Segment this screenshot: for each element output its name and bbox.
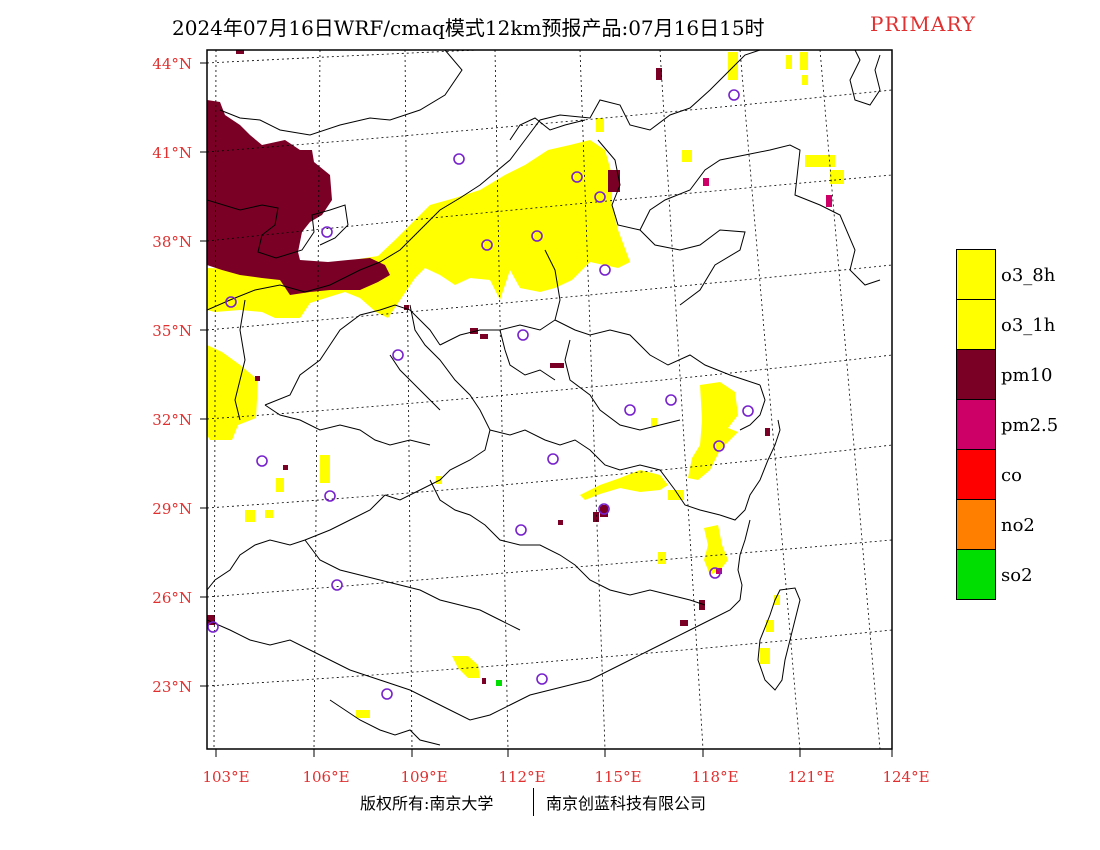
legend-item-co: co (956, 449, 1076, 500)
legend-swatch (956, 349, 996, 400)
legend-item-so2: so2 (956, 549, 1076, 600)
lat-label-41: 41°N (152, 144, 192, 162)
lon-label-109: 109°E (400, 768, 448, 786)
lon-label-124: 124°E (882, 768, 930, 786)
station-markers (207, 89, 754, 700)
map-title: 2024年07月16日WRF/cmaq模式12km预报产品:07月16日15时 (172, 16, 765, 40)
lon-label-112: 112°E (498, 768, 546, 786)
legend-item-pm10: pm10 (956, 349, 1076, 400)
legend-label: pm2.5 (1001, 415, 1059, 436)
lat-label-32: 32°N (152, 411, 192, 429)
so2-regions (496, 680, 502, 686)
pm25-regions (703, 178, 832, 574)
lon-ticks (215, 749, 893, 757)
legend-swatch (956, 449, 996, 500)
lat-label-29: 29°N (152, 500, 192, 518)
legend-swatch (956, 299, 996, 350)
footer: 版权所有:南京大学 南京创蓝科技有限公司 (0, 788, 1100, 818)
o3-regions (207, 52, 844, 718)
legend-item-pm25: pm2.5 (956, 399, 1076, 450)
lat-label-38: 38°N (152, 233, 192, 251)
legend-item-o3-1h: o3_1h (956, 299, 1076, 350)
legend-swatch (956, 399, 996, 450)
lat-ticks (200, 62, 207, 687)
lon-label-118: 118°E (691, 768, 739, 786)
legend-swatch (956, 249, 996, 300)
lon-label-106: 106°E (302, 768, 350, 786)
legend-item-no2: no2 (956, 499, 1076, 550)
graticule (207, 50, 892, 749)
lon-label-115: 115°E (594, 768, 642, 786)
legend-item-o3-8h: o3_8h (956, 249, 1076, 300)
legend-label: so2 (1001, 565, 1033, 586)
lat-label-44: 44°N (152, 55, 192, 73)
company-text: 南京创蓝科技有限公司 (546, 794, 707, 813)
legend-label: o3_1h (1001, 315, 1056, 336)
legend-swatch (956, 499, 996, 550)
legend-label: pm10 (1001, 365, 1053, 386)
copyright-text: 版权所有:南京大学 (360, 794, 494, 813)
legend-label: o3_8h (1001, 265, 1056, 286)
pollutant-legend: o3_8h o3_1h pm10 pm2.5 co no2 so2 (956, 249, 1076, 600)
map-frame (206, 49, 893, 750)
footer-divider (533, 788, 534, 816)
legend-label: no2 (1001, 515, 1035, 536)
lon-label-103: 103°E (202, 768, 250, 786)
legend-label: co (1001, 465, 1022, 486)
title-row: 2024年07月16日WRF/cmaq模式12km预报产品:07月16日15时 … (0, 12, 1100, 40)
pm10-regions (207, 50, 770, 684)
lon-label-121: 121°E (787, 768, 835, 786)
lat-label-26: 26°N (152, 589, 192, 607)
lat-label-23: 23°N (152, 678, 192, 696)
boundaries (207, 50, 881, 746)
legend-swatch (956, 549, 996, 600)
lat-label-35: 35°N (152, 322, 192, 340)
primary-label: PRIMARY (870, 12, 976, 36)
